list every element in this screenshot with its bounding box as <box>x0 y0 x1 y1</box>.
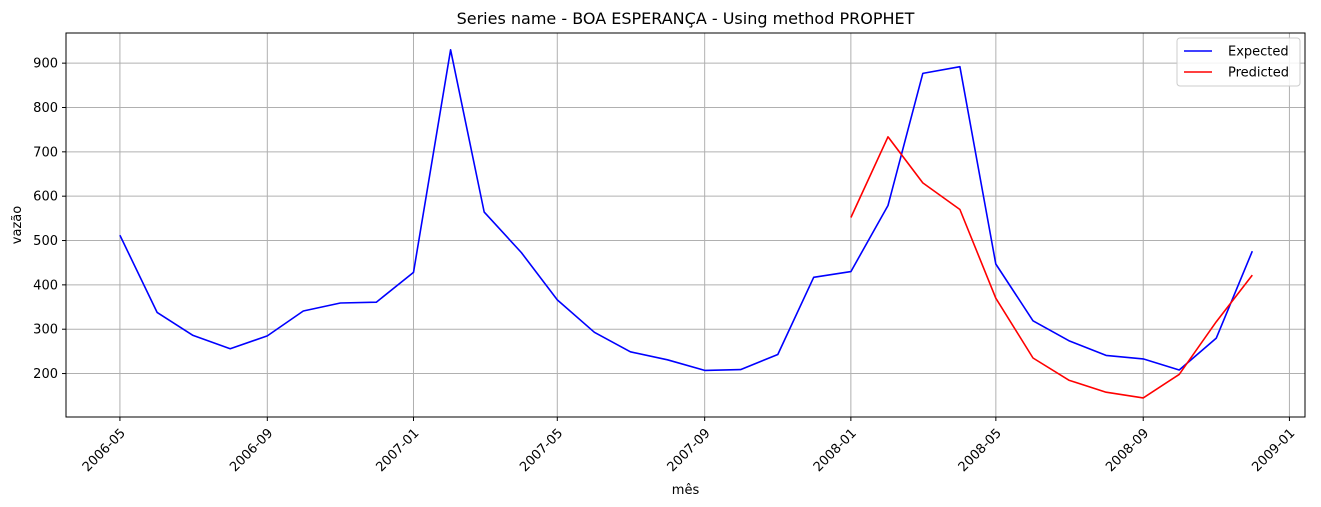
legend-label-expected: Expected <box>1228 45 1289 60</box>
y-tick-label: 500 <box>33 234 58 249</box>
y-tick-label: 700 <box>33 145 58 160</box>
series-layer <box>119 48 1254 399</box>
y-tick-label: 900 <box>33 57 58 72</box>
x-axis: 2006-05 2006-09 2007-01 2007-05 2007-09 2008-… <box>80 417 1298 475</box>
x-tick-label: 2009-01 <box>1249 426 1298 475</box>
series-line-predicted <box>850 136 1253 399</box>
y-tick-label: 600 <box>33 190 58 205</box>
series-line-expected <box>119 48 1254 372</box>
legend: Expected Predicted <box>1176 37 1301 87</box>
legend-label-predicted: Predicted <box>1228 66 1289 81</box>
x-tick-label: 2008-05 <box>956 426 1005 475</box>
x-tick-label: 2008-09 <box>1103 426 1152 475</box>
x-tick-label: 2006-09 <box>227 426 276 475</box>
x-tick-label: 2007-01 <box>373 426 422 475</box>
x-tick-label: 2008-01 <box>811 426 860 475</box>
y-tick-label: 800 <box>33 101 58 116</box>
plot-frame <box>65 32 1306 418</box>
y-axis-label: vazão <box>10 206 25 244</box>
x-axis-label: mês <box>672 483 700 498</box>
x-tick-label: 2007-09 <box>665 426 714 475</box>
x-tick-label: 2007-05 <box>517 426 566 475</box>
y-tick-label: 300 <box>33 323 58 338</box>
y-axis: 200 300 400 500 600 700 800 900 <box>33 57 66 382</box>
y-tick-label: 200 <box>33 367 58 382</box>
chart-title: Series name - BOA ESPERANÇA - Using meth… <box>457 9 915 28</box>
grid <box>66 33 1305 417</box>
y-tick-label: 400 <box>33 278 58 293</box>
x-tick-label: 2006-05 <box>80 426 129 475</box>
legend-box <box>1176 37 1301 87</box>
